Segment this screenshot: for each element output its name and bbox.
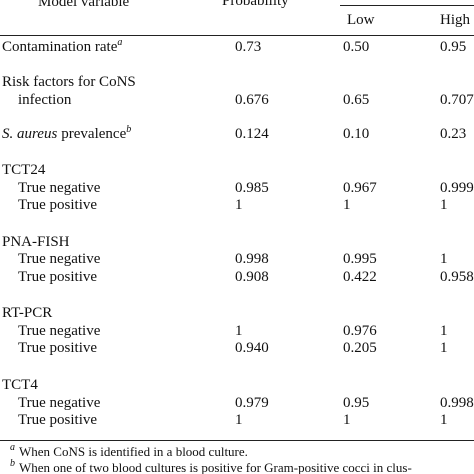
cell-low: 0.422 bbox=[343, 268, 377, 285]
cell-low: 0.205 bbox=[343, 340, 377, 357]
cell-probability: 0.985 bbox=[235, 179, 269, 196]
cell-low: 1 bbox=[343, 197, 351, 213]
cell-high: 0.9990 bbox=[440, 179, 474, 196]
footnote: b When one of two blood cultures is posit… bbox=[10, 459, 412, 474]
cell-probability: 0.940 bbox=[235, 340, 269, 357]
row-label: Risk factors for CoNS bbox=[2, 73, 136, 91]
table-bottom-rule bbox=[0, 440, 474, 441]
label-text: Contamination rate bbox=[2, 39, 118, 55]
cell-high: 1 bbox=[440, 412, 448, 429]
cell-high: 0.95 bbox=[440, 39, 467, 55]
cell-low: 0.65 bbox=[343, 92, 370, 108]
cell-probability: 0.998 bbox=[235, 251, 269, 268]
cell-low: 0.995 bbox=[343, 251, 377, 268]
footnote-mark: a bbox=[10, 442, 15, 453]
cell-probability: 1 bbox=[235, 322, 243, 339]
header-low: Low bbox=[347, 12, 375, 28]
label-text: Risk factors for CoNS bbox=[2, 74, 136, 90]
cell-probability: 0.676 bbox=[235, 92, 269, 108]
footnote-text: When CoNS is identified in a blood cultu… bbox=[19, 444, 248, 459]
cell-high: 1 bbox=[440, 197, 448, 213]
row-label: True positive bbox=[18, 340, 98, 357]
header-high: High bbox=[440, 12, 470, 28]
cell-high: 0.707 bbox=[440, 92, 474, 108]
header-bottom-rule bbox=[0, 35, 474, 36]
row-label: True positive bbox=[18, 412, 98, 429]
cell-probability: 1 bbox=[235, 412, 243, 429]
row-label: True negative bbox=[18, 179, 101, 196]
label-italic: S. aureus bbox=[2, 126, 58, 142]
cell-high: 1 bbox=[440, 251, 448, 268]
footnote-mark: b bbox=[10, 458, 15, 469]
footnote: a When CoNS is identified in a blood cult… bbox=[10, 443, 248, 461]
header-probability: Probability bbox=[222, 0, 289, 9]
row-label: S. aureus prevalenceb bbox=[2, 125, 131, 143]
cell-low: 0.976 bbox=[343, 322, 377, 339]
row-label-cont: infection bbox=[18, 92, 72, 108]
cell-low: 0.967 bbox=[343, 179, 377, 196]
cell-probability: 0.124 bbox=[235, 126, 269, 142]
row-label: Contamination ratea bbox=[2, 38, 122, 56]
cell-high: 0.9580 bbox=[440, 268, 474, 285]
cell-low: 0.95 bbox=[343, 394, 370, 411]
footnote-text: When one of two blood cultures is positi… bbox=[19, 460, 412, 474]
test-name: TCT4 bbox=[2, 377, 38, 394]
cell-high: 1 bbox=[440, 322, 448, 339]
header-rule bbox=[340, 5, 474, 6]
footnote-mark: b bbox=[126, 124, 132, 135]
test-name: PNA-FISH bbox=[2, 233, 70, 250]
cell-high: 1 bbox=[440, 340, 448, 357]
cell-probability: 0.979 bbox=[235, 394, 269, 411]
cell-high: 0.23 bbox=[440, 126, 467, 142]
row-label: True negative bbox=[18, 394, 101, 411]
footnote-mark: a bbox=[117, 37, 123, 48]
cell-low: 1 bbox=[343, 412, 351, 429]
cell-probability: 0.908 bbox=[235, 268, 269, 285]
cell-low: 0.50 bbox=[343, 39, 370, 55]
row-label: True negative bbox=[18, 251, 101, 268]
cell-low: 0.10 bbox=[343, 126, 370, 142]
test-name: TCT24 bbox=[2, 162, 46, 178]
label-text: prevalence bbox=[61, 126, 127, 142]
test-name: RT-PCR bbox=[2, 305, 53, 322]
row-label: True positive bbox=[18, 268, 98, 285]
header-variable: Model variable bbox=[38, 0, 130, 10]
row-label: True negative bbox=[18, 322, 101, 339]
cell-probability: 1 bbox=[235, 197, 243, 213]
cell-probability: 0.73 bbox=[235, 39, 262, 55]
row-label: True positive bbox=[18, 197, 98, 213]
